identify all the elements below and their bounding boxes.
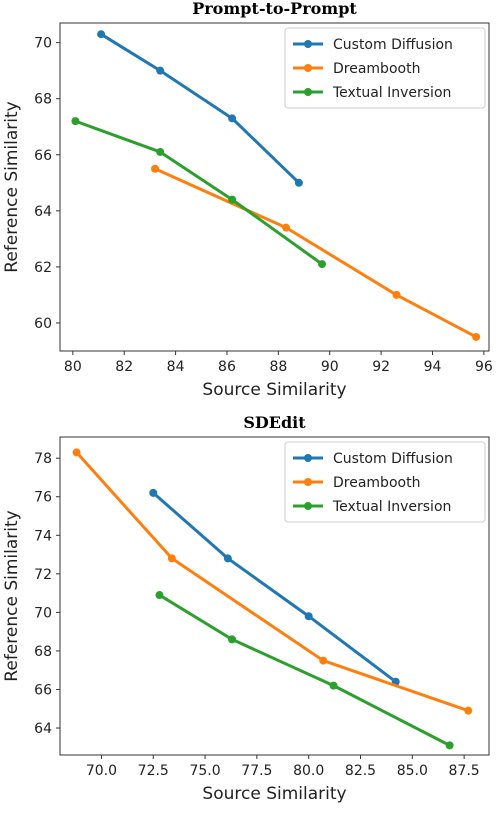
data-point <box>445 741 454 750</box>
x-tick-label: 82.5 <box>345 763 376 779</box>
x-tick-label: 85.0 <box>397 763 428 779</box>
data-point <box>167 554 176 563</box>
data-point <box>228 635 237 644</box>
legend-marker <box>304 64 312 72</box>
chart-sdedit: SDEdit 70.0 72.5 75.0 77.5 80.0 82.5 85.0 87.5 64… <box>2 413 490 804</box>
chart-title: SDEdit <box>243 413 306 432</box>
data-point <box>282 223 291 232</box>
x-tick-label: 96 <box>475 359 493 375</box>
data-point <box>156 66 165 75</box>
x-tick-label: 80 <box>64 359 82 375</box>
legend-label: Dreambooth <box>333 61 420 77</box>
series-textual-inversion <box>155 591 454 750</box>
x-tick-label: 72.5 <box>138 763 169 779</box>
legend-marker <box>304 502 312 510</box>
series-line <box>75 450 470 713</box>
legend-marker <box>304 478 312 486</box>
x-tick-label: 86 <box>218 359 236 375</box>
y-axis-label: Reference Similarity <box>2 510 22 681</box>
data-point <box>155 591 164 600</box>
x-tick-label: 77.5 <box>241 763 272 779</box>
data-point <box>71 117 80 126</box>
y-tick-label: 66 <box>34 682 52 698</box>
series-line <box>151 491 398 684</box>
y-axis-label: Reference Similarity <box>2 101 22 272</box>
series-line <box>99 32 301 185</box>
data-point <box>294 178 303 187</box>
x-axis-label: Source Similarity <box>202 784 346 804</box>
series-textual-inversion <box>71 117 327 269</box>
series-line <box>157 593 452 747</box>
data-point <box>228 195 237 204</box>
data-point <box>329 681 338 690</box>
data-point <box>223 554 232 563</box>
y-tick-label: 60 <box>34 316 52 332</box>
y-tick-label: 76 <box>34 490 52 506</box>
y-tick-label: 66 <box>34 148 52 164</box>
data-point <box>319 656 328 665</box>
data-point <box>464 706 473 715</box>
series-line <box>73 119 324 266</box>
data-point <box>97 30 106 39</box>
x-tick-label: 75.0 <box>189 763 220 779</box>
plot-frame <box>59 436 490 756</box>
x-tick-label: 80.0 <box>293 763 324 779</box>
data-point <box>72 448 81 457</box>
series-custom-diffusion <box>97 30 303 187</box>
series-dreambooth <box>151 164 481 341</box>
x-tick-label: 94 <box>424 359 442 375</box>
y-tick-label: 64 <box>34 721 52 737</box>
legend-label: Textual Inversion <box>332 499 451 515</box>
y-tick-label: 62 <box>34 260 52 276</box>
legend-marker <box>304 88 312 96</box>
data-point <box>304 612 313 621</box>
y-tick-label: 68 <box>34 644 52 660</box>
series-dreambooth <box>72 448 473 715</box>
data-point <box>318 260 327 269</box>
x-tick-label: 90 <box>321 359 339 375</box>
legend-marker <box>304 454 312 462</box>
legend-label: Custom Diffusion <box>333 451 453 467</box>
x-tick-label: 92 <box>372 359 390 375</box>
series-line <box>153 167 478 339</box>
x-axis-label: Source Similarity <box>202 380 346 400</box>
y-tick-label: 68 <box>34 92 52 108</box>
legend <box>284 27 486 109</box>
y-tick-label: 72 <box>34 567 52 583</box>
x-tick-label: 84 <box>167 359 185 375</box>
data-point <box>472 332 481 341</box>
data-point <box>151 164 160 173</box>
chart-title: Prompt-to-Prompt <box>192 0 357 18</box>
plot-frame <box>59 22 490 352</box>
y-tick-label: 64 <box>34 204 52 220</box>
x-tick-label: 87.5 <box>449 763 480 779</box>
y-tick-label: 70 <box>34 36 52 52</box>
legend-label: Dreambooth <box>333 475 420 491</box>
x-tick-label: 82 <box>115 359 133 375</box>
chart-prompt-to-prompt: Prompt-to-Prompt 80 82 84 86 88 90 92 94 96 60 62 64… <box>2 0 493 400</box>
y-tick-label: 74 <box>34 528 52 544</box>
legend-label: Custom Diffusion <box>333 37 453 53</box>
y-tick-label: 78 <box>34 451 52 467</box>
y-tick-label: 70 <box>34 605 52 621</box>
legend-label: Textual Inversion <box>332 85 451 101</box>
x-tick-label: 88 <box>269 359 287 375</box>
legend-marker <box>304 40 312 48</box>
data-point <box>149 488 158 497</box>
x-tick-label: 70.0 <box>86 763 117 779</box>
data-point <box>228 114 237 123</box>
legend <box>284 441 486 523</box>
data-point <box>156 147 165 156</box>
data-point <box>392 290 401 299</box>
